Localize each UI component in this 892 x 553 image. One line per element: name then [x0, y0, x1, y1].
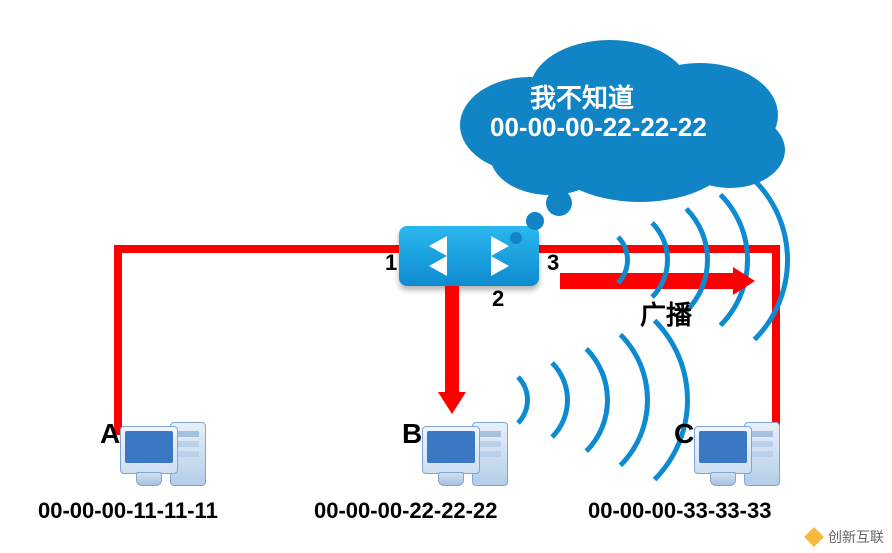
port-2-label: 2 [492, 286, 504, 312]
thought-dot-3 [546, 190, 572, 216]
network-diagram: 1 2 3 广播 我不知道 00-00-00-22-22-22 A 00-00-… [0, 0, 892, 553]
pc-c-letter: C [674, 418, 694, 450]
pc-a-mac: 00-00-00-11-11-11 [38, 498, 218, 524]
pc-b-mac: 00-00-00-22-22-22 [314, 498, 497, 524]
thought-dot-2 [526, 212, 544, 230]
pc-b-icon [422, 408, 508, 494]
pc-c-mac: 00-00-00-33-33-33 [588, 498, 771, 524]
watermark: 创新互联 [804, 527, 884, 547]
watermark-text: 创新互联 [828, 527, 884, 547]
pc-a-letter: A [100, 418, 120, 450]
thought-dot-1 [510, 232, 522, 244]
broadcast-arrow-head [733, 267, 755, 295]
watermark-icon [804, 527, 824, 547]
wire-drop-b [445, 286, 459, 394]
broadcast-label: 广播 [640, 295, 692, 332]
pc-a-icon [120, 408, 206, 494]
cloud-text-line1: 我不知道 [530, 78, 634, 115]
cloud-text-line2: 00-00-00-22-22-22 [490, 112, 707, 143]
wire-drop-a [114, 245, 122, 435]
port-3-label: 3 [547, 250, 559, 276]
port-1-label: 1 [385, 250, 397, 276]
pc-c-icon [694, 408, 780, 494]
pc-b-letter: B [402, 418, 422, 450]
